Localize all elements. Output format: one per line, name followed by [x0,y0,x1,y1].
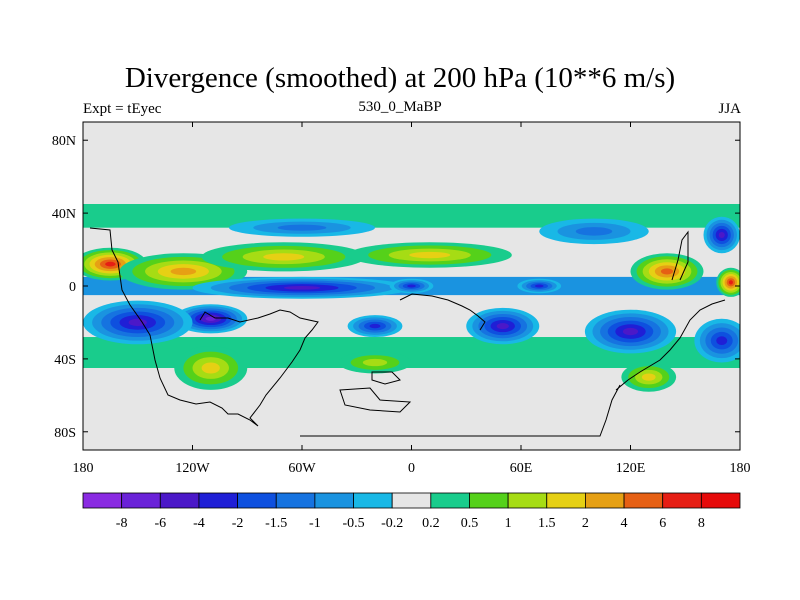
colorbar-label: 6 [659,516,666,531]
colorbar-label: -2 [232,516,244,531]
colorbar-swatch [353,492,393,509]
colorbar-swatch [546,492,586,509]
colorbar-swatch [275,492,316,509]
field-band [83,204,740,228]
x-tick-label: 120E [616,461,646,476]
field-contour [128,318,147,327]
field-contour [534,284,544,288]
arctic-island [371,371,401,385]
colorbar-label: 0.2 [422,516,440,531]
y-axis-ticks: 80N 40N 0 40S 80S [52,134,740,441]
field-contour [201,362,220,374]
field-contour [105,261,116,267]
colorbar-label: 4 [621,516,628,531]
colorbar-swatch [507,492,548,509]
colorbar-swatch [623,492,664,509]
y-tick-label: 40S [54,353,76,368]
colorbar-label: -0.5 [342,516,364,531]
field-contour [362,358,388,367]
field-contour [718,231,725,239]
colorbar-swatch [391,492,432,509]
experiment-label: Expt = tEyec [83,101,162,117]
x-tick-label: 120W [175,461,210,476]
plot-title: Divergence (smoothed) at 200 hPa (10**6 … [124,62,676,94]
colorbar-label: 1.5 [538,516,556,531]
antarctic-islands [339,387,412,413]
y-tick-label: 0 [69,280,76,295]
colorbar-swatch [585,492,625,509]
colorbar-label: -6 [154,516,166,531]
field-contour [622,327,639,336]
americas-coastline [89,227,319,427]
field-contour [716,336,728,346]
colorbar-label: -1.5 [265,516,287,531]
east-asia-coastline [671,230,689,281]
colorbar-swatch [237,492,277,509]
colorbar-label: -1 [309,516,321,531]
field-contour [369,323,381,329]
x-tick-label: 180 [730,461,751,476]
colorbar-swatch [469,492,509,509]
colorbar-label: 2 [582,516,589,531]
colorbar-swatch [121,492,161,509]
colorbar-swatch [430,492,470,509]
colorbar-label: 1 [505,516,512,531]
x-tick-label: 180 [73,461,94,476]
contour-layer [83,216,740,392]
colorbar-label: -0.2 [381,516,403,531]
colorbar-swatch [662,492,702,509]
y-tick-label: 80S [54,426,76,441]
x-tick-label: 60W [288,461,316,476]
field-contour [277,224,327,231]
colorbar-label: -4 [193,516,205,531]
field-contour [728,280,733,285]
colorbar-label: 0.5 [461,516,479,531]
colorbar-swatch [314,492,354,509]
run-label: 530_0_MaBP [358,99,442,115]
australia-coastline [615,299,726,391]
field-contour [660,268,674,275]
colorbar-label: 8 [698,516,705,531]
y-tick-label: 40N [52,207,76,222]
field-contour [205,316,216,321]
coastline-layer [89,227,726,437]
field-contour [409,251,451,259]
antarctica-coastline [300,384,621,437]
x-axis-ticks: 180 120W 60W 0 60E 120E 180 [73,122,751,476]
colorbar-swatch [82,492,123,509]
colorbar-swatch [198,492,238,509]
season-label: JJA [718,101,741,117]
field-contour [170,267,197,276]
field-contour [283,286,321,290]
field-contour [641,373,656,381]
x-tick-label: 0 [408,461,415,476]
colorbar: -8 -6 -4 -2 -1.5 -1 -0.5 -0.2 0.2 0.5 1 1.5 2 4 6 8 [82,492,741,531]
colorbar-label: -8 [116,516,128,531]
field-contour [263,253,305,261]
field-contour [407,284,416,288]
field-contour [496,323,509,330]
field-contour [575,227,613,236]
y-tick-label: 80N [52,134,76,149]
map-plot-area [83,122,740,450]
x-tick-label: 60E [510,461,533,476]
colorbar-swatch [700,492,741,509]
colorbar-swatch [159,492,200,509]
africa-eurasia-coastline [399,293,486,331]
